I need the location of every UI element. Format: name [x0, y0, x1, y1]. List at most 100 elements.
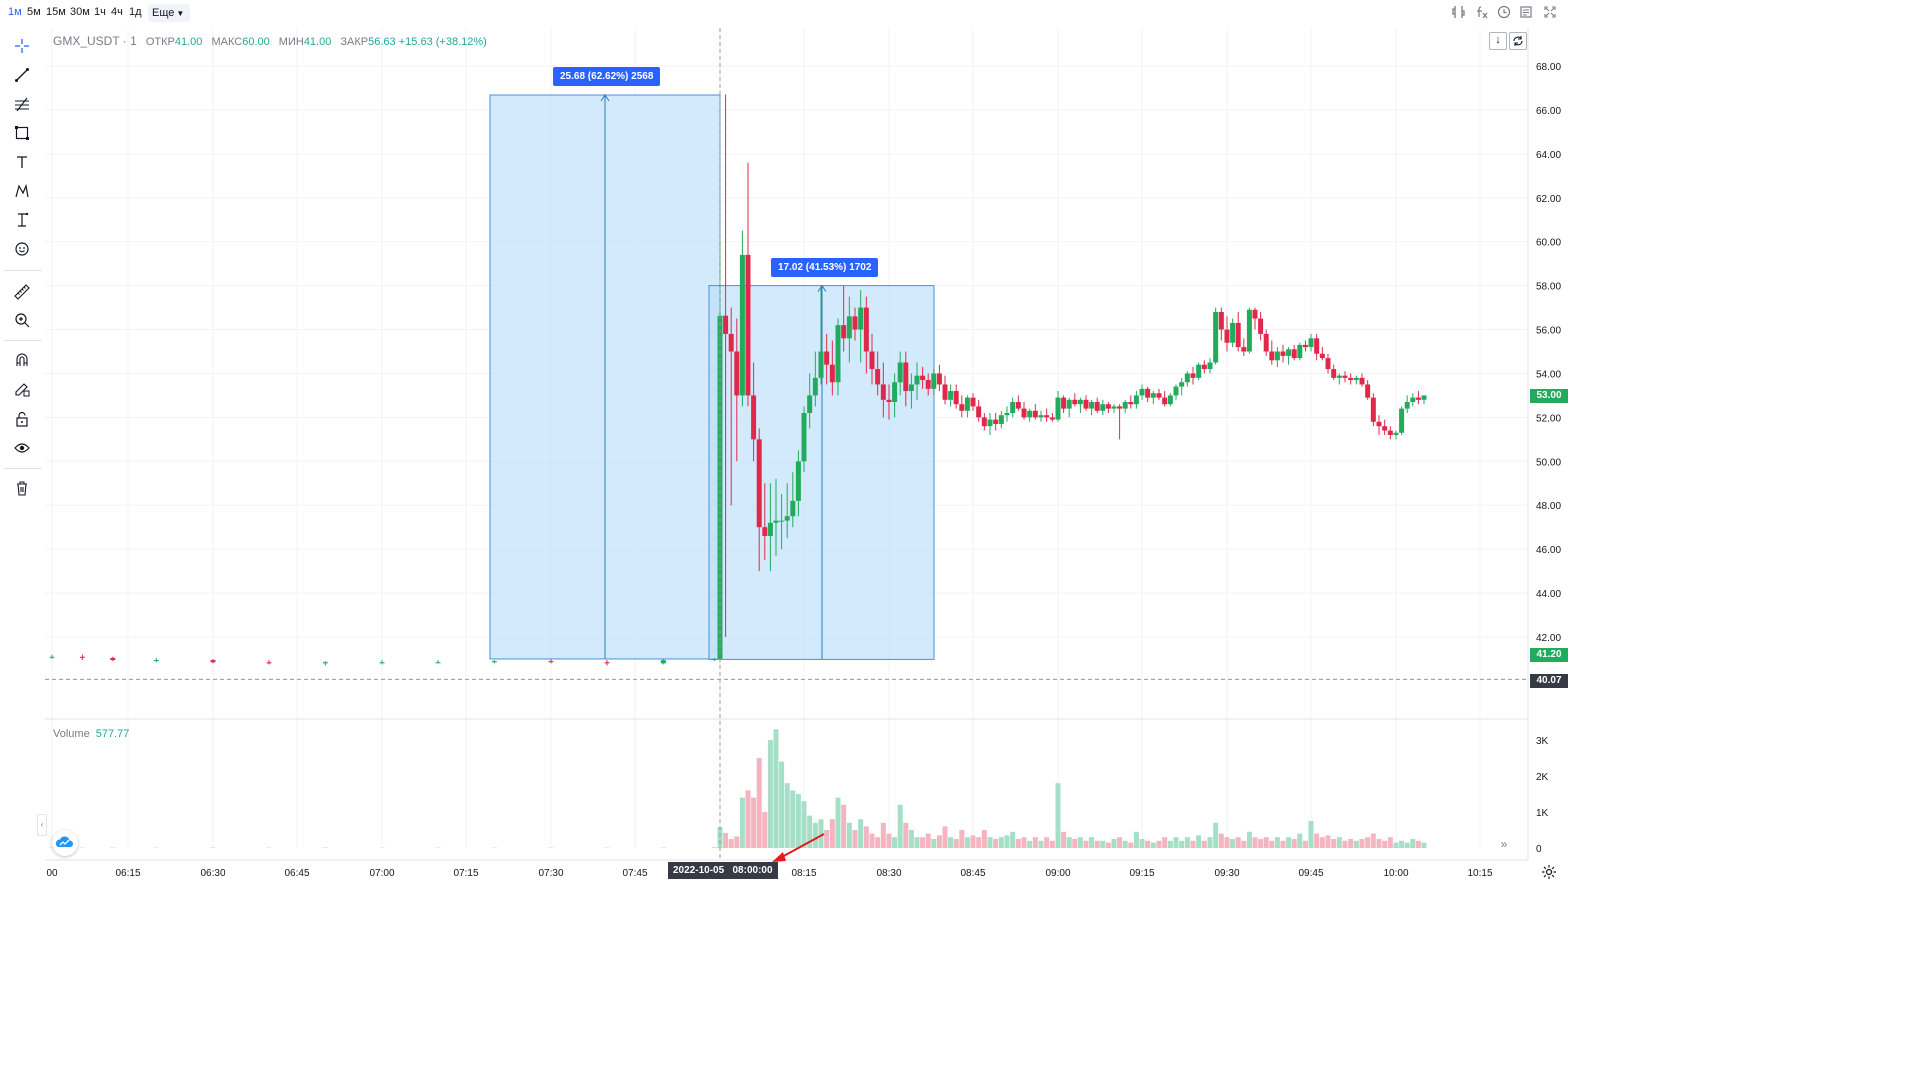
settings-gear-icon[interactable]	[1541, 864, 1557, 880]
fullscreen-icon[interactable]	[1542, 5, 1558, 21]
candle-body	[1353, 377, 1359, 381]
candle-body	[1213, 311, 1219, 363]
text-icon[interactable]	[12, 152, 32, 172]
crosshair-price-badge: 40.07	[1530, 674, 1568, 688]
toolbar-divider	[4, 468, 42, 469]
eye-icon[interactable]	[12, 438, 32, 458]
candle-body	[993, 419, 999, 424]
candle-body	[1139, 388, 1145, 396]
annotation-arrowhead	[772, 852, 786, 862]
volume-bar	[762, 812, 768, 848]
volume-bar	[875, 837, 881, 848]
measure-boxes	[489, 94, 935, 660]
candle-body	[886, 399, 892, 403]
candle-body	[711, 658, 717, 661]
volume-tick-label: 1K	[1536, 808, 1549, 819]
candle-body	[1348, 377, 1354, 381]
candle-body	[1105, 404, 1111, 409]
auto-scale-button[interactable]	[1509, 32, 1527, 50]
volume-bar	[981, 830, 987, 848]
crosshair-icon[interactable]	[12, 36, 32, 56]
volume-bar	[846, 822, 852, 848]
change-pct-value: (+38.12%)	[435, 36, 487, 48]
alert-icon[interactable]	[1496, 5, 1512, 21]
candle-body	[858, 307, 864, 330]
high-label: МАКС	[211, 36, 243, 48]
candle-body	[1044, 415, 1050, 418]
more-timeframes-button[interactable]: Еще ▼	[148, 4, 190, 22]
candle-body	[745, 254, 751, 396]
trash-icon[interactable]	[12, 478, 32, 498]
timeframe-5m[interactable]: 5м	[27, 6, 41, 18]
volume-bar	[987, 837, 993, 848]
timeframe-1h[interactable]: 1ч	[94, 6, 106, 18]
price-tick-label: 48.00	[1536, 501, 1561, 512]
volume-bar	[1184, 837, 1190, 848]
volume-bar	[1297, 833, 1303, 848]
zoom-icon[interactable]	[12, 310, 32, 330]
volume-bar	[1348, 839, 1354, 848]
volume-bar	[976, 837, 982, 848]
volume-bar	[1370, 833, 1376, 848]
fib-icon[interactable]	[12, 94, 32, 114]
volume-bar	[1325, 835, 1331, 848]
scroll-left-button[interactable]: ‹	[37, 814, 47, 836]
toolbar-divider	[4, 340, 42, 341]
time-tick-label: 08:30	[876, 868, 901, 879]
timeframe-1m[interactable]: 1м	[8, 6, 22, 18]
timeframe-30m[interactable]: 30м	[70, 6, 90, 18]
fx-icon[interactable]	[1474, 5, 1490, 21]
volume-bar	[925, 833, 931, 848]
volume-bar	[1387, 837, 1393, 848]
candle-body	[880, 384, 886, 400]
volume-bar	[880, 822, 886, 848]
volume-bar	[1280, 840, 1286, 848]
volume-tick-label: 3K	[1536, 736, 1549, 747]
lock-icon[interactable]	[12, 409, 32, 429]
indicators-icon[interactable]	[1451, 5, 1467, 21]
candle-body	[959, 404, 965, 411]
volume-bar	[863, 826, 869, 848]
tradingview-logo[interactable]	[52, 830, 78, 856]
candle-body	[1308, 338, 1314, 348]
volume-bar	[1010, 831, 1016, 848]
trend-line-icon[interactable]	[12, 65, 32, 85]
high-value: 60.00	[242, 36, 270, 48]
chevron-down-icon: ▼	[176, 9, 185, 18]
measure-icon[interactable]	[12, 210, 32, 230]
candle-body	[1376, 421, 1382, 427]
ruler-icon[interactable]	[12, 282, 32, 302]
volume-bar	[1230, 839, 1236, 848]
symbol-name[interactable]: GMX_USDT	[53, 34, 120, 48]
lock-drawing-icon[interactable]	[12, 379, 32, 399]
emoji-icon[interactable]	[12, 239, 32, 259]
volume-bar	[835, 797, 841, 848]
candle-body	[1089, 402, 1095, 409]
time-tick-label: 08:45	[960, 868, 985, 879]
pattern-icon[interactable]	[12, 181, 32, 201]
candle-body	[981, 417, 987, 427]
timeframe-15m[interactable]: 15м	[46, 6, 66, 18]
timeframe-4h[interactable]: 4ч	[111, 6, 123, 18]
magnet-icon[interactable]	[12, 350, 32, 370]
scroll-to-realtime-button[interactable]: »	[1495, 835, 1513, 853]
volume-bar	[936, 835, 942, 848]
candle-body	[953, 391, 959, 405]
candle-body	[153, 660, 159, 662]
rectangle-icon[interactable]	[12, 123, 32, 143]
volume-bar	[1415, 840, 1421, 848]
timeframe-1d[interactable]: 1д	[129, 6, 142, 18]
candle-body	[1365, 384, 1371, 398]
volume-bar	[751, 797, 757, 848]
candle-body	[1230, 322, 1236, 343]
volume-bar	[948, 837, 954, 848]
candle-body	[1190, 373, 1196, 378]
candle-body	[1302, 344, 1308, 348]
volume-bar	[852, 830, 858, 848]
candle-body	[79, 656, 85, 658]
volume-label[interactable]: Volume	[53, 728, 90, 740]
layout-icon[interactable]	[1518, 5, 1534, 21]
scroll-down-button[interactable]: ↓	[1489, 32, 1507, 50]
volume-axis: 3K 2K 1K 0	[1536, 736, 1549, 855]
